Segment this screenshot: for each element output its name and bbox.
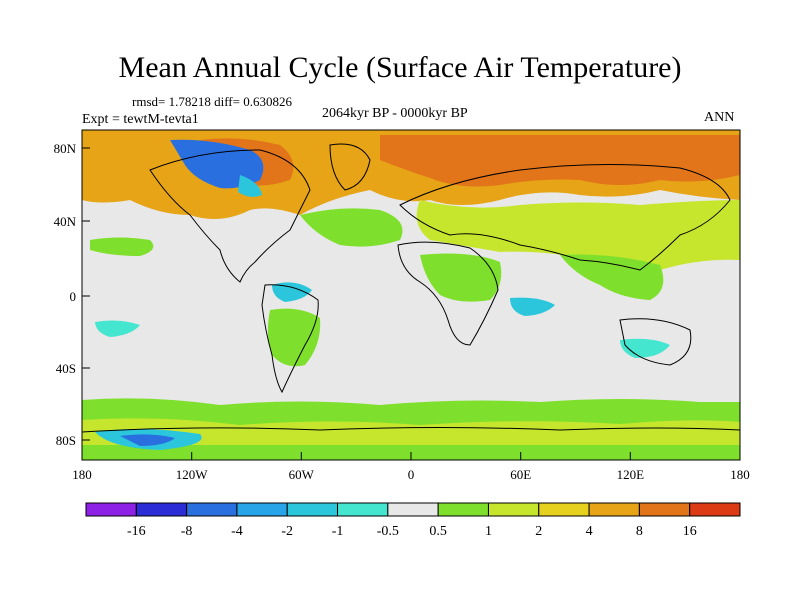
colorbar-swatch <box>337 502 389 517</box>
eurasia-hot-region <box>380 135 740 187</box>
colorbar-swatch <box>487 502 540 517</box>
lat-tick-label: 0 <box>70 289 77 304</box>
colorbar-label: 2 <box>535 524 542 539</box>
colorbar-swatch <box>538 502 590 517</box>
colorbar-label: 4 <box>586 524 593 539</box>
lon-tick-label: 60E <box>510 467 531 482</box>
colorbar-swatch <box>437 502 489 517</box>
colorbar-label: -1 <box>332 524 344 539</box>
coastline-antarctica <box>82 427 740 433</box>
lon-tick-label: 120E <box>617 467 645 482</box>
colorbar-swatch <box>286 502 339 517</box>
coastline-south-america <box>261 284 319 394</box>
colorbar-label: 16 <box>683 524 697 539</box>
lat-tick-label: 40S <box>56 361 76 376</box>
africa-green-region <box>420 253 502 302</box>
australia-cool-patch <box>620 338 670 358</box>
lat-tick-label: 80S <box>56 433 76 448</box>
mid-latitude-warm-belt <box>416 200 740 270</box>
colorbar-swatch <box>186 502 238 517</box>
antarctic-warm-band <box>82 418 740 445</box>
canada-cool-region <box>238 175 262 197</box>
south-america-green-region <box>267 308 321 367</box>
chart-title: Mean Annual Cycle (Surface Air Temperatu… <box>118 51 682 84</box>
pacific-cool-patch <box>95 320 140 337</box>
coastline-africa <box>397 241 499 346</box>
colorbar-label: -2 <box>281 524 293 539</box>
colorbar-label: 8 <box>636 524 643 539</box>
colorbar-label: 0.5 <box>429 524 447 539</box>
north-pacific-green-region <box>90 237 154 256</box>
coastline-eurasia <box>399 163 731 271</box>
colorbar-swatch <box>387 502 439 517</box>
colorbar-label: -8 <box>181 524 193 539</box>
lat-tick-label: 80N <box>54 141 77 156</box>
colorbar-swatch <box>236 502 288 517</box>
lon-tick-label: 60W <box>289 467 315 482</box>
colorbar-swatch <box>135 502 188 517</box>
antarctic-cold-patch <box>120 434 175 446</box>
atlantic-cool-patch <box>272 282 312 302</box>
indian-ocean-cool-patch <box>510 297 555 316</box>
north-atlantic-green-region <box>300 208 403 247</box>
season-label: ANN <box>704 110 735 125</box>
lon-tick-label: 180 <box>72 467 92 482</box>
period-label: 2064kyr BP - 0000kyr BP <box>322 106 468 121</box>
colorbar-label: 1 <box>485 524 492 539</box>
colorbar-label: -4 <box>231 524 243 539</box>
colorbar-swatch <box>638 502 691 517</box>
colorbar-swatch <box>85 502 137 517</box>
lat-tick-label: 40N <box>54 214 77 229</box>
colorbar-swatch <box>689 502 741 517</box>
colorbar-label: -0.5 <box>377 524 399 539</box>
colorbar-label: -16 <box>127 524 146 539</box>
coastline-greenland <box>329 143 371 191</box>
experiment-label: Expt = tewtM-tevta1 <box>82 112 199 127</box>
colorbar-swatch <box>588 502 640 517</box>
coastline-australia <box>619 318 692 366</box>
coastline-north-america <box>149 149 311 283</box>
lon-tick-label: 120W <box>176 467 209 482</box>
asia-green-region <box>560 254 664 300</box>
lon-tick-label: 180 <box>730 467 750 482</box>
statistics-text: rmsd= 1.78218 diff= 0.630826 <box>132 94 292 109</box>
lon-tick-label: 0 <box>408 467 415 482</box>
